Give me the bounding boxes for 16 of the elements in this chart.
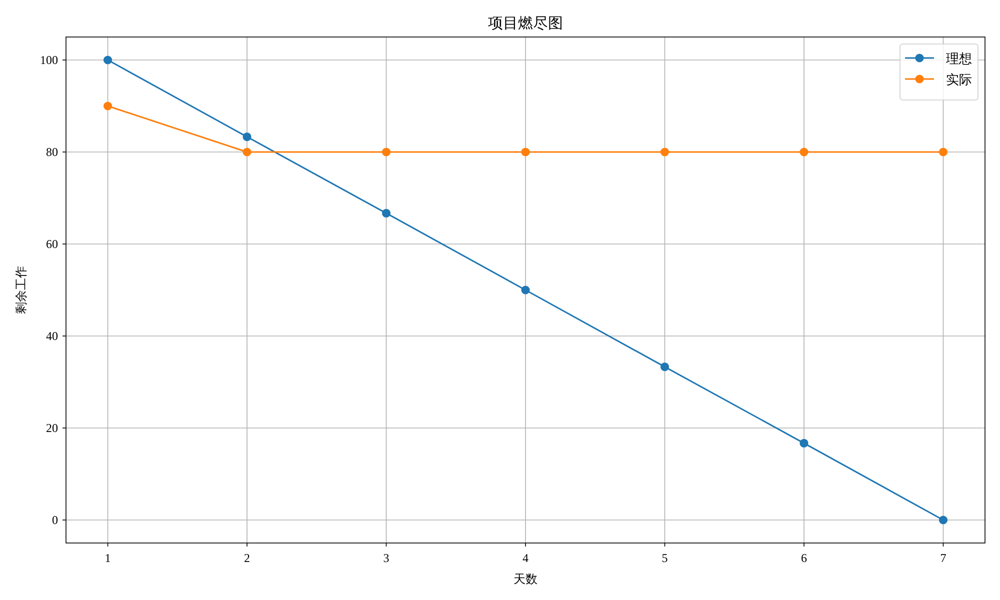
y-tick-label: 60 (46, 237, 58, 251)
title: 项目燃尽图 (488, 16, 563, 32)
y-tick-label: 100 (40, 53, 58, 67)
x-tick-label: 2 (244, 551, 250, 565)
x-tick-label: 3 (383, 551, 390, 565)
xlabel: 天数 (514, 572, 538, 586)
x-tick-label: 1 (104, 551, 111, 565)
x-tick-label: 6 (800, 551, 807, 565)
y-tick-label: 20 (46, 421, 58, 435)
x-tick-label: 5 (662, 551, 668, 565)
y-tick-label: 80 (46, 145, 58, 159)
y-tick-label: 40 (46, 329, 58, 343)
ylabel: 剩余工作 (14, 266, 28, 314)
y-tick-label: 0 (52, 513, 58, 527)
x-tick-label: 4 (522, 551, 528, 565)
x-tick-label: 7 (940, 551, 946, 565)
